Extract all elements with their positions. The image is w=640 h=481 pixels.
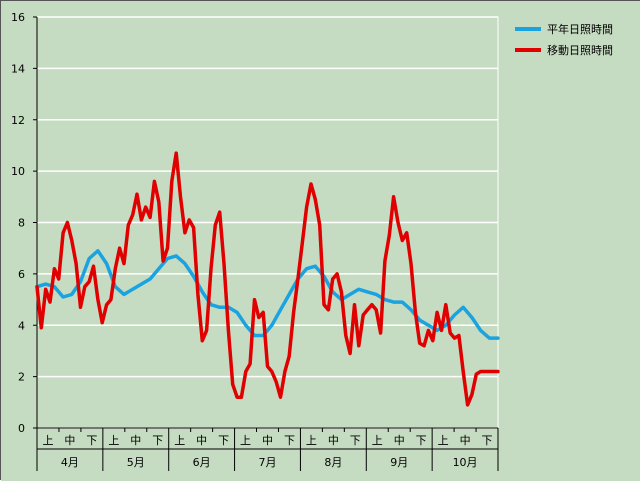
legend-label: 平年日照時間	[547, 22, 613, 36]
x-sub-label: 上	[42, 434, 53, 447]
y-tick-label: 6	[18, 268, 25, 281]
x-sub-label: 下	[218, 434, 229, 447]
x-sub-label: 下	[482, 434, 493, 447]
series-lines	[35, 151, 500, 407]
y-tick-label: 4	[18, 319, 25, 332]
x-sub-label: 上	[438, 434, 449, 447]
y-tick-label: 2	[18, 371, 25, 384]
x-sub-label: 下	[350, 434, 361, 447]
x-sub-label: 上	[372, 434, 383, 447]
x-sub-label: 中	[328, 434, 339, 447]
legend-label: 移動日照時間	[547, 43, 613, 57]
month-label: 10月	[453, 456, 478, 469]
series-line-2	[35, 151, 500, 407]
x-sub-label: 下	[152, 434, 163, 447]
month-label: 6月	[193, 456, 211, 469]
x-axis: 上中下4月上中下5月上中下6月上中下7月上中下8月上中下9月上中下10月	[36, 427, 499, 471]
y-axis-ticks: 0 2 4 6 8 10 12 14 16	[11, 11, 38, 435]
month-label: 5月	[127, 456, 145, 469]
x-sub-label: 上	[240, 434, 251, 447]
x-sub-label: 中	[262, 434, 273, 447]
x-sub-label: 中	[64, 434, 75, 447]
month-label: 7月	[259, 456, 277, 469]
y-tick-label: 14	[11, 62, 25, 75]
x-sub-label: 下	[86, 434, 97, 447]
month-label: 9月	[390, 456, 408, 469]
x-sub-label: 中	[460, 434, 471, 447]
y-tick-label: 10	[11, 165, 25, 178]
y-tick-label: 8	[18, 217, 25, 230]
x-sub-label: 中	[130, 434, 141, 447]
x-sub-label: 下	[284, 434, 295, 447]
x-sub-label: 中	[394, 434, 405, 447]
x-sub-label: 中	[196, 434, 207, 447]
x-sub-label: 下	[416, 434, 427, 447]
y-tick-label: 0	[18, 422, 25, 435]
x-sub-label: 上	[108, 434, 119, 447]
y-tick-label: 16	[11, 11, 25, 24]
y-tick-label: 12	[11, 114, 25, 127]
month-label: 8月	[324, 456, 342, 469]
x-sub-label: 上	[306, 434, 317, 447]
month-label: 4月	[61, 456, 79, 469]
x-sub-label: 上	[174, 434, 185, 447]
